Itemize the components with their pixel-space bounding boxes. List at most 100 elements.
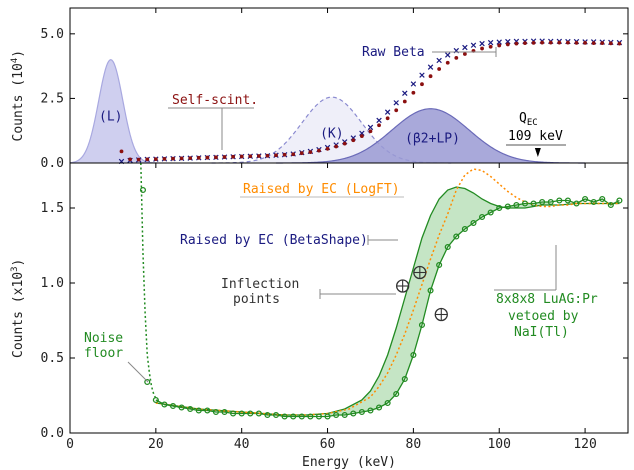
top-ytick-label: 2.5 — [41, 91, 64, 106]
luag-data-point — [169, 402, 177, 410]
luag-data-point — [298, 413, 305, 420]
luag-data-point — [264, 411, 271, 419]
self-scint-point — [608, 41, 613, 46]
self-scint-point — [368, 129, 373, 134]
top-y-axis-label: Counts (104) — [10, 50, 26, 142]
self-scint-point — [420, 82, 424, 87]
qec-subscript: EC — [527, 118, 538, 128]
qec-arrow — [534, 148, 541, 157]
peak-area-1 — [211, 97, 453, 163]
self-scint-point — [188, 156, 193, 160]
raw-beta-point — [393, 100, 399, 106]
peak-label-0: (L) — [99, 110, 122, 125]
raw-beta-point — [410, 81, 417, 87]
betashape-band — [327, 187, 551, 417]
luag-data-point — [187, 405, 194, 413]
luag-data-point — [247, 410, 254, 417]
luag-data-point — [444, 243, 451, 251]
raw-beta-point — [419, 72, 425, 78]
luag-data-point — [341, 411, 348, 419]
self-scint-point — [557, 40, 562, 45]
xtick-label: 20 — [148, 437, 164, 452]
bottom-ytick-label: 0.0 — [41, 426, 64, 441]
self-scint-point — [179, 156, 184, 161]
raw-beta-point — [367, 124, 374, 131]
luag-data-point — [375, 404, 383, 411]
raw-beta-point — [444, 52, 451, 58]
raw-beta-label: Raw Beta — [362, 45, 425, 60]
detector-label-line1: 8x8x8 LuAG:Pr — [496, 292, 598, 307]
xtick-label: 0 — [66, 437, 74, 452]
self-scint-point — [239, 154, 244, 159]
raw-beta-point — [470, 42, 477, 48]
self-scint-point — [566, 40, 570, 45]
top-y-ticks: 0.0 2.5 5.0 — [41, 8, 628, 171]
self-scint-point — [617, 41, 622, 46]
luag-data-point — [272, 411, 280, 419]
luag-data-point — [487, 209, 494, 216]
self-scint-point — [548, 40, 553, 45]
luag-data-point — [238, 410, 245, 417]
bottom-ytick-label: 0.5 — [41, 351, 64, 366]
luag-data-point — [453, 233, 460, 240]
xtick-label: 60 — [320, 437, 336, 452]
top-ytick-label: 0.0 — [41, 156, 64, 171]
data-fit-line — [155, 198, 620, 418]
self-scint-point — [497, 43, 502, 48]
luag-data-point — [367, 407, 374, 414]
self-scint-point — [359, 134, 364, 139]
self-scint-point — [600, 41, 605, 46]
self-scint-point — [342, 141, 347, 146]
raw-beta-point — [479, 40, 485, 47]
bottom-ytick-label: 1.0 — [41, 276, 64, 291]
self-scint-point — [265, 153, 270, 158]
luag-data-point — [144, 378, 151, 386]
self-scint-point — [308, 150, 313, 155]
raw-beta-point — [384, 109, 391, 115]
luag-data-point — [204, 407, 211, 414]
raw-beta-point — [462, 44, 468, 51]
luag-data-point — [152, 396, 159, 404]
xtick-label: 100 — [487, 437, 510, 452]
self-scint-point — [317, 148, 321, 153]
luag-data-point — [599, 195, 606, 203]
self-scint-point — [488, 44, 493, 49]
noise-label-line2: floor — [84, 346, 123, 361]
luag-data-point — [290, 413, 297, 420]
inflection-label-line2: points — [233, 292, 280, 307]
bottom-series — [139, 162, 623, 420]
luag-data-point — [590, 198, 597, 206]
luag-data-point — [195, 407, 202, 414]
self-scint-point — [523, 41, 527, 46]
self-scint-point — [574, 40, 579, 45]
luag-data-point — [470, 219, 477, 227]
luag-data-point — [513, 201, 520, 209]
inflection-marker — [413, 265, 427, 280]
self-scint-point — [119, 149, 124, 154]
self-scint-point — [428, 74, 433, 79]
luag-data-point — [221, 408, 228, 416]
raw-beta-point — [436, 57, 442, 64]
bottom-y-axis-label: Counts (x103) — [10, 259, 26, 358]
self-scint-point — [171, 156, 175, 161]
luag-data-point — [401, 375, 408, 383]
luag-data-point — [616, 197, 623, 204]
bottom-ticks: 0.0 0.5 1.0 1.5 0 20 40 60 80 100 120 — [41, 163, 628, 452]
xtick-label: 80 — [406, 437, 422, 452]
luag-data-point — [333, 411, 340, 419]
self-scint-point — [505, 42, 510, 47]
top-peaks: (L) (K) (β2+LP) — [69, 59, 628, 164]
xtick-label: 120 — [573, 437, 596, 452]
qec-label: QEC — [519, 111, 538, 128]
luag-data-point — [315, 413, 323, 420]
raw-beta-point — [505, 38, 511, 45]
top-ytick-label: 5.0 — [41, 27, 64, 42]
peak-area-2 — [276, 108, 586, 163]
noise-label-line1: Noise — [84, 331, 123, 346]
self-scint-point — [196, 155, 201, 160]
noise-floor-line — [140, 162, 182, 409]
luag-data-point — [281, 413, 288, 420]
luag-data-point — [178, 404, 185, 411]
self-scint-point — [248, 154, 253, 159]
